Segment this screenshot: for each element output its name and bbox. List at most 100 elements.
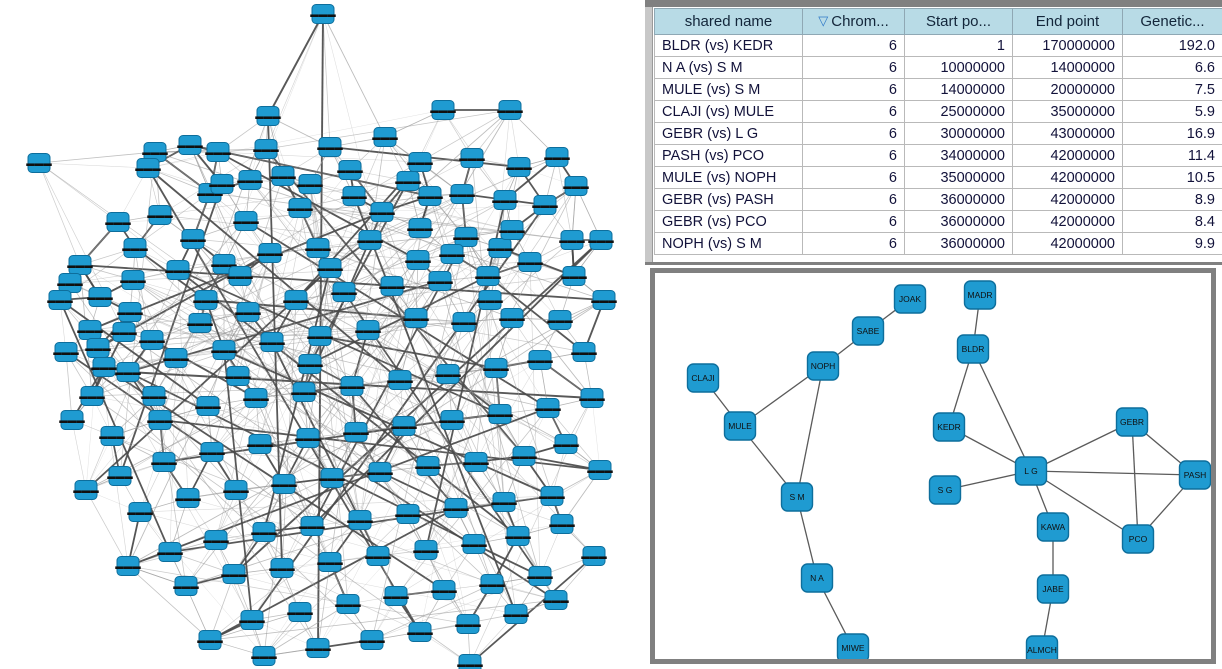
main-network-edge[interactable]: [159, 214, 371, 241]
table-cell-genetic[interactable]: 5.9: [1122, 100, 1222, 123]
column-header-chromosome[interactable]: ▽ Chrom...: [802, 8, 905, 35]
main-network-edge[interactable]: [523, 455, 601, 471]
main-network-edge[interactable]: [38, 162, 119, 223]
table-row-header-rail[interactable]: [645, 7, 653, 262]
main-network-node[interactable]: ▬▬▬: [187, 313, 213, 333]
main-network-edge[interactable]: [132, 279, 429, 467]
main-network-node[interactable]: ▬▬▬: [227, 266, 253, 286]
main-network-edge[interactable]: [59, 299, 209, 407]
table-cell-chromosome[interactable]: 6: [802, 34, 905, 57]
main-network-node[interactable]: ▬▬▬: [357, 230, 383, 250]
main-network-node[interactable]: ▬▬▬: [506, 157, 532, 177]
main-network-edge[interactable]: [317, 247, 393, 287]
main-network-node[interactable]: ▬▬▬: [355, 320, 381, 340]
main-network-node[interactable]: ▬▬▬: [79, 386, 105, 406]
main-network-node[interactable]: ▬▬▬: [459, 148, 485, 168]
main-network-node[interactable]: ▬▬▬: [105, 212, 131, 232]
table-cell-end_point[interactable]: 42000000: [1012, 232, 1123, 255]
main-network-node[interactable]: ▬▬▬: [257, 243, 283, 263]
main-network-node[interactable]: ▬▬▬: [463, 452, 489, 472]
main-network-node[interactable]: ▬▬▬: [59, 410, 85, 430]
main-network-node[interactable]: ▬▬▬: [517, 252, 543, 272]
table-cell-genetic[interactable]: 8.4: [1122, 210, 1222, 233]
main-network-node[interactable]: ▬▬▬: [197, 630, 223, 650]
main-network-node[interactable]: ▬▬▬: [135, 158, 161, 178]
main-network-edge[interactable]: [307, 437, 563, 525]
main-network-node[interactable]: ▬▬▬: [57, 273, 83, 293]
table-cell-start_point[interactable]: 36000000: [904, 210, 1013, 233]
subnetwork-node[interactable]: KEDR: [932, 412, 966, 442]
table-cell-start_point[interactable]: 30000000: [904, 122, 1013, 145]
subnetwork-edge[interactable]: [1030, 470, 1139, 540]
main-network-edge[interactable]: [207, 405, 505, 503]
table-cell-start_point[interactable]: 14000000: [904, 78, 1013, 101]
main-network-node[interactable]: ▬▬▬: [383, 586, 409, 606]
table-cell-shared_name[interactable]: GEBR (vs) PCO: [654, 210, 803, 233]
main-network-edge[interactable]: [263, 513, 409, 657]
main-network-edge[interactable]: [189, 144, 431, 197]
main-network-node[interactable]: ▬▬▬: [475, 266, 501, 286]
main-network-node[interactable]: ▬▬▬: [405, 250, 431, 270]
main-network-edge[interactable]: [322, 13, 331, 148]
results-table-body[interactable]: BLDR (vs) KEDR 6 1 170000000 192.0 N A (vs) S…: [654, 34, 1222, 255]
table-row[interactable]: GEBR (vs) PASH 6 36000000 42000000 8.9: [654, 188, 1222, 211]
subnetwork-node[interactable]: S G: [928, 475, 962, 505]
table-row[interactable]: N A (vs) S M 6 10000000 14000000 6.6: [654, 56, 1222, 79]
main-network-edge[interactable]: [132, 279, 405, 427]
main-network-node[interactable]: ▬▬▬: [270, 166, 296, 186]
main-network-edge[interactable]: [259, 443, 379, 557]
main-network-edge[interactable]: [189, 144, 431, 197]
main-network-node[interactable]: ▬▬▬: [479, 574, 505, 594]
main-network-node[interactable]: ▬▬▬: [547, 310, 573, 330]
main-network-edge[interactable]: [419, 161, 453, 255]
main-network-node[interactable]: ▬▬▬: [331, 282, 357, 302]
table-cell-end_point[interactable]: 42000000: [1012, 210, 1123, 233]
main-network-node[interactable]: ▬▬▬: [269, 558, 295, 578]
main-network-node[interactable]: ▬▬▬: [53, 342, 79, 362]
main-network-node[interactable]: ▬▬▬: [177, 135, 203, 155]
main-network-node[interactable]: ▬▬▬: [87, 287, 113, 307]
main-network-node[interactable]: ▬▬▬: [237, 170, 263, 190]
main-network-edge[interactable]: [347, 461, 477, 605]
main-network-edge[interactable]: [425, 199, 506, 551]
main-network-node[interactable]: ▬▬▬: [407, 218, 433, 238]
main-network-edge[interactable]: [209, 573, 235, 641]
main-network-edge[interactable]: [299, 207, 573, 241]
main-network-edge[interactable]: [127, 565, 211, 641]
subnetwork-node[interactable]: MADR: [963, 280, 997, 310]
main-network-node[interactable]: ▬▬▬: [127, 502, 153, 522]
table-cell-genetic[interactable]: 9.9: [1122, 232, 1222, 255]
main-network-node[interactable]: ▬▬▬: [259, 332, 285, 352]
main-network-edge[interactable]: [97, 347, 129, 567]
main-network-node[interactable]: ▬▬▬: [299, 516, 325, 536]
main-network-node[interactable]: ▬▬▬: [115, 362, 141, 382]
main-network-edge[interactable]: [451, 253, 549, 409]
table-cell-end_point[interactable]: 35000000: [1012, 100, 1123, 123]
table-cell-start_point[interactable]: 35000000: [904, 166, 1013, 189]
main-network-node[interactable]: ▬▬▬: [453, 227, 479, 247]
main-network-edge[interactable]: [487, 275, 585, 353]
main-network-node[interactable]: ▬▬▬: [451, 312, 477, 332]
main-network-node[interactable]: ▬▬▬: [449, 184, 475, 204]
subnetwork-node[interactable]: GEBR: [1115, 407, 1149, 437]
main-network-edge[interactable]: [132, 279, 453, 421]
main-network-node[interactable]: ▬▬▬: [287, 602, 313, 622]
main-network-node[interactable]: ▬▬▬: [427, 271, 453, 291]
main-network-edge[interactable]: [38, 162, 149, 169]
main-network-edge[interactable]: [255, 397, 313, 527]
subnetwork-node[interactable]: CLAJI: [686, 363, 720, 393]
table-cell-start_point[interactable]: 10000000: [904, 56, 1013, 79]
main-network-edge[interactable]: [307, 437, 557, 601]
main-network-node[interactable]: ▬▬▬: [255, 106, 281, 126]
main-network-node[interactable]: ▬▬▬: [553, 434, 579, 454]
main-network-node[interactable]: ▬▬▬: [559, 230, 585, 250]
main-network-node[interactable]: ▬▬▬: [310, 4, 336, 24]
main-network-node[interactable]: ▬▬▬: [193, 290, 219, 310]
subnetwork-node[interactable]: NOPH: [806, 351, 840, 381]
main-network-node[interactable]: ▬▬▬: [85, 338, 111, 358]
main-network-canvas[interactable]: ▬▬▬▬▬▬▬▬▬▬▬▬▬▬▬▬▬▬ ▬▬▬▬▬▬▬▬▬▬▬▬▬▬▬▬▬▬▬▬▬▬…: [0, 0, 640, 669]
main-network-node[interactable]: ▬▬▬: [139, 330, 165, 350]
main-network-edge[interactable]: [249, 179, 519, 537]
main-network-edge[interactable]: [307, 267, 331, 439]
